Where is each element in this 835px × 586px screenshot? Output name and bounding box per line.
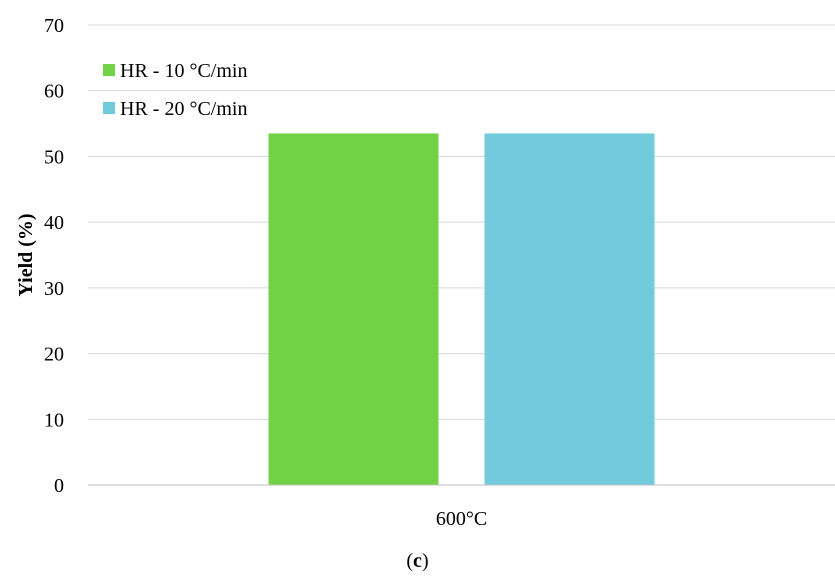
legend-swatch <box>103 102 115 114</box>
y-tick-label: 60 <box>44 81 64 103</box>
gridlines <box>88 24 835 420</box>
panel-open: ( <box>406 550 414 572</box>
legend-label: HR - 20 °C/min <box>120 98 247 120</box>
y-tick-label: 50 <box>44 146 64 168</box>
panel-close: ) <box>421 550 429 572</box>
y-tick-label: 20 <box>44 344 64 366</box>
y-tick-label: 30 <box>44 278 64 300</box>
panel-label: (c) <box>0 550 835 573</box>
legend-label: HR - 10 °C/min <box>120 60 247 82</box>
bar <box>484 133 655 485</box>
y-tick-label: 10 <box>44 409 64 431</box>
y-tick-label: 70 <box>44 15 64 37</box>
y-tick-label: 0 <box>54 475 64 497</box>
y-tick-label: 40 <box>44 212 64 234</box>
panel-letter: c <box>413 550 422 572</box>
bar <box>268 133 439 485</box>
labels: 0 10 20 30 40 50 60 70 600°C Yield (%) <box>15 15 487 530</box>
bars <box>268 133 655 485</box>
x-category-label: 600°C <box>436 508 487 530</box>
legend: HR - 10 °C/min HR - 20 °C/min <box>103 60 247 120</box>
y-axis-title: Yield (%) <box>15 213 37 296</box>
legend-swatch <box>103 64 115 76</box>
